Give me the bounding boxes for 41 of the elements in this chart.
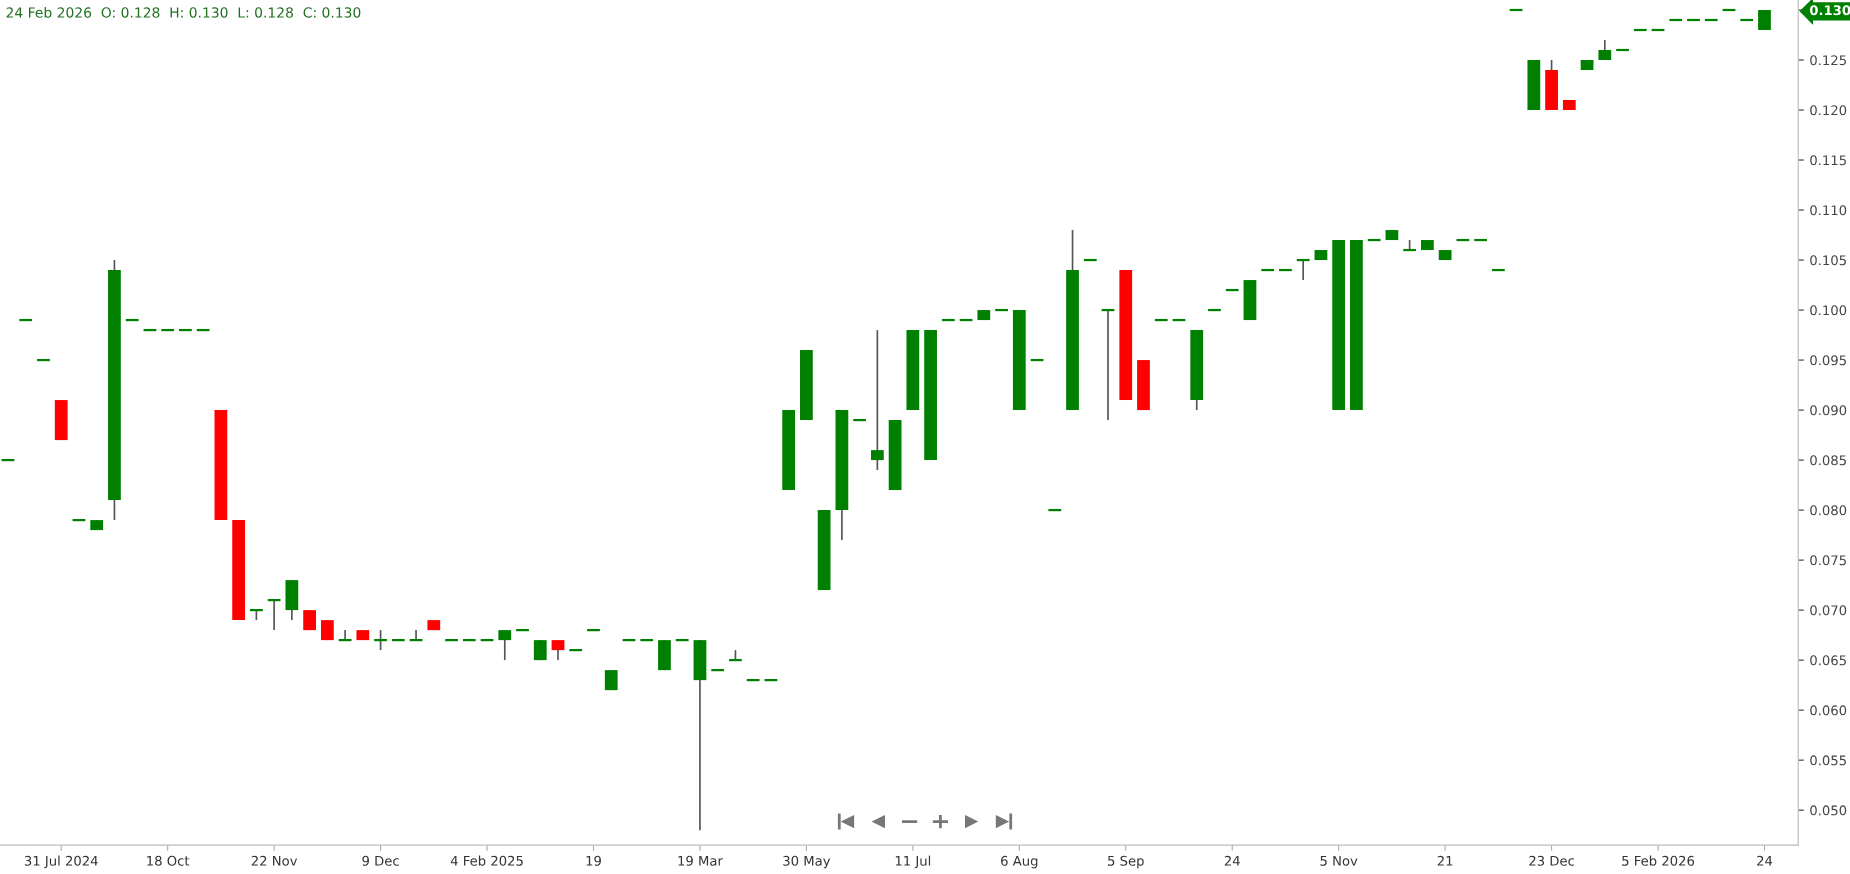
y-tick-label: 0.095 [1810, 355, 1846, 366]
candlestick [870, 329, 884, 471]
candlestick [1295, 258, 1311, 281]
x-tick-label: 22 Nov [251, 855, 298, 866]
x-tick-label: 31 Jul 2024 [24, 855, 98, 869]
y-tick-label: 0.120 [1810, 105, 1847, 116]
x-tick-label: 5 Nov [1320, 855, 1358, 866]
y-tick-label: 0.105 [1810, 255, 1846, 266]
x-tick-label: 21 [1437, 855, 1453, 866]
y-tick-label: 0.115 [1810, 155, 1846, 166]
candlestick [373, 629, 389, 651]
x-tick-label: 5 Feb 2026 [1622, 855, 1695, 866]
y-tick-label: 0.090 [1810, 405, 1847, 416]
y-tick-label: 0.110 [1810, 205, 1847, 216]
x-tick-label: 4 Feb 2025 [450, 855, 523, 866]
x-tick-label: 9 Dec [362, 855, 399, 866]
y-tick-label: 0.075 [1810, 555, 1846, 566]
y-tick-label: 0.060 [1810, 705, 1847, 716]
y-tick-label: 0.080 [1810, 505, 1847, 516]
x-tick-label: 19 [586, 855, 601, 866]
x-tick-label: 24 [1224, 855, 1240, 866]
annotation: 24 Feb 2026 O: 0.128 H: 0.130 L: 0.128 C: 0.130 [6, 6, 361, 18]
y-tick-label: 0.130 [1809, 5, 1850, 16]
x-tick-label: 23 Dec [1529, 855, 1575, 866]
y-tick-label: 0.050 [1810, 805, 1847, 816]
y-tick-label: 0.100 [1810, 305, 1847, 316]
x-tick-label: 5 Sep [1108, 855, 1144, 869]
x-tick-label: 6 Aug [1001, 855, 1038, 869]
candlestick [266, 599, 282, 631]
x-tick-label: 30 May [783, 855, 831, 869]
x-tick-label: 11 Jul [895, 855, 931, 869]
y-tick-label: 0.125 [1810, 55, 1846, 66]
x-tick-label: 18 Oct [147, 855, 190, 866]
y-tick-label: 0.085 [1810, 455, 1846, 466]
y-tick-label: 0.065 [1810, 655, 1846, 666]
x-tick-label: 19 Mar [678, 855, 723, 866]
y-tick-label: 0.055 [1810, 755, 1846, 766]
y-tick-label: 0.070 [1810, 605, 1847, 616]
x-tick-label: 24 [1757, 855, 1773, 866]
candlestick [551, 639, 565, 661]
candlestick [498, 629, 512, 661]
